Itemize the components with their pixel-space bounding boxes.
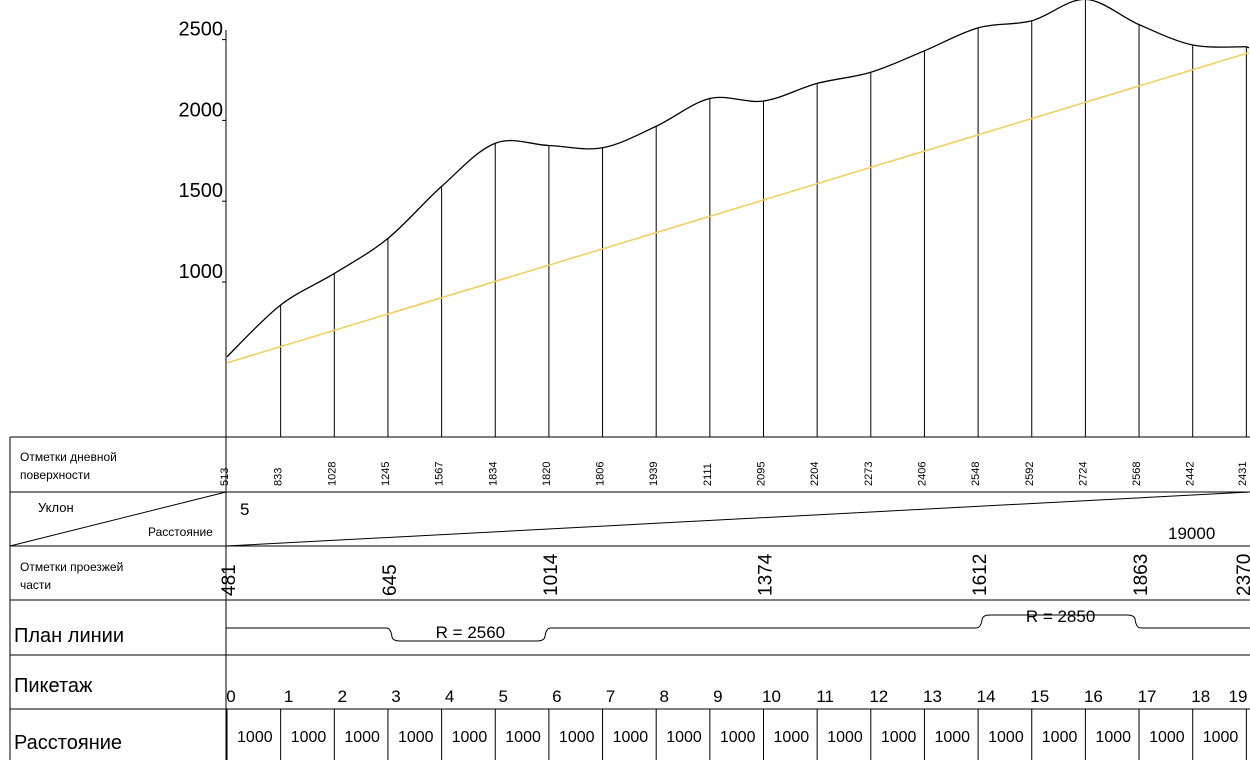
segment-distance: 1000 [398,729,434,746]
segment-distance: 1000 [1095,729,1131,746]
curve-radius-label: R = 2560 [436,623,505,642]
roadway-mark: 1014 [541,553,562,596]
surface-mark: 1939 [648,462,660,486]
segment-distance: 1000 [559,729,595,746]
surface-marks-header-line2: поверхности [20,468,90,482]
station-number: 8 [659,687,668,706]
surface-mark: 2111 [702,463,714,486]
profile-chart: 30002500200015001000 [179,0,1250,437]
station-number: 9 [713,687,722,706]
surface-mark: 1806 [595,462,607,486]
segment-distance: 1000 [613,729,649,746]
station-number: 4 [445,687,454,706]
roadway-marks-header-line1: Отметки проезжей [20,560,123,574]
slope-header-diagonal [9,491,227,547]
surface-mark: 2095 [756,462,768,486]
elevation-tick-label: 2500 [179,19,224,41]
surface-mark: 833 [273,468,285,486]
station-number: 7 [606,687,615,706]
curve-radius-label: R = 2850 [1026,607,1095,626]
station-number: 3 [391,687,400,706]
segment-distance: 1000 [666,729,702,746]
roadway-mark: 1612 [970,554,991,596]
station-number: 19 [1229,687,1248,706]
surface-mark: 2273 [863,462,875,486]
surface-mark: 1820 [541,462,553,486]
surface-mark: 1245 [380,462,392,486]
slope-diagonal [225,491,1250,547]
station-number: 1 [284,687,293,706]
station-number: 5 [499,687,508,706]
surface-mark: 2592 [1024,462,1036,486]
roadway-marks-header-line2: части [20,578,51,592]
ground-surface-line [226,0,1250,358]
segment-distance: 1000 [988,729,1024,746]
segment-distance: 1000 [505,729,541,746]
segment-distance: 1000 [1042,729,1078,746]
station-number: 18 [1191,687,1210,706]
surface-mark: 2204 [809,462,821,486]
segment-distance: 1000 [452,729,488,746]
slope-length: 19000 [1168,524,1215,543]
station-number: 12 [869,687,888,706]
surface-mark: 2548 [970,462,982,486]
roadway-mark: 481 [219,564,240,596]
slope-value: 5 [240,500,249,519]
design-grade-line [226,51,1250,364]
station-number: 6 [552,687,561,706]
station-number: 2 [338,687,347,706]
slope-header: Уклон [38,500,74,515]
station-number: 13 [923,687,942,706]
surface-mark: 2442 [1185,462,1197,486]
segment-distance: 1000 [934,729,970,746]
segment-distance: 1000 [827,729,863,746]
segment-distance: 1000 [1203,729,1239,746]
surface-marks-header-line1: Отметки дневной [20,450,117,464]
station-number: 16 [1084,687,1103,706]
surface-mark: 2406 [916,462,928,486]
station-number: 10 [762,687,781,706]
elevation-tick-label: 2000 [179,99,224,121]
segment-distance: 1000 [774,729,810,746]
plan-header: План линии [14,625,124,647]
profile-table: Отметки дневной поверхности Уклон Расстояни… [9,436,1250,760]
chainage-header: Пикетаж [14,675,93,697]
surface-mark: 2568 [1131,462,1143,486]
segment-distance: 1000 [237,729,273,746]
surface-mark: 1834 [487,462,499,486]
surface-mark: 2431 [1237,462,1249,486]
station-number: 11 [816,687,834,706]
segment-distance: 1000 [720,729,756,746]
surface-mark: 1028 [326,462,338,486]
roadway-mark: 1863 [1131,554,1152,596]
surface-mark: 2724 [1077,462,1089,486]
distance-header: Расстояние [14,732,122,754]
segment-distance: 1000 [291,729,327,746]
roadway-mark: 1374 [756,553,777,596]
station-number: 14 [977,687,996,706]
plan-line [226,614,1250,642]
elevation-tick-label: 1000 [179,261,224,283]
distance-header-small: Расстояние [148,525,213,539]
roadway-mark: 2370 [1234,554,1250,596]
elevation-tick-label: 1500 [179,180,224,202]
roadway-mark: 645 [380,564,401,596]
surface-mark: 1567 [434,462,446,486]
station-number: 15 [1030,687,1049,706]
segment-distance: 1000 [344,729,380,746]
segment-distance: 1000 [881,729,917,746]
station-number: 17 [1138,687,1157,706]
surface-mark: 513 [219,468,231,486]
station-number: 0 [226,687,235,706]
segment-distance: 1000 [1149,729,1185,746]
